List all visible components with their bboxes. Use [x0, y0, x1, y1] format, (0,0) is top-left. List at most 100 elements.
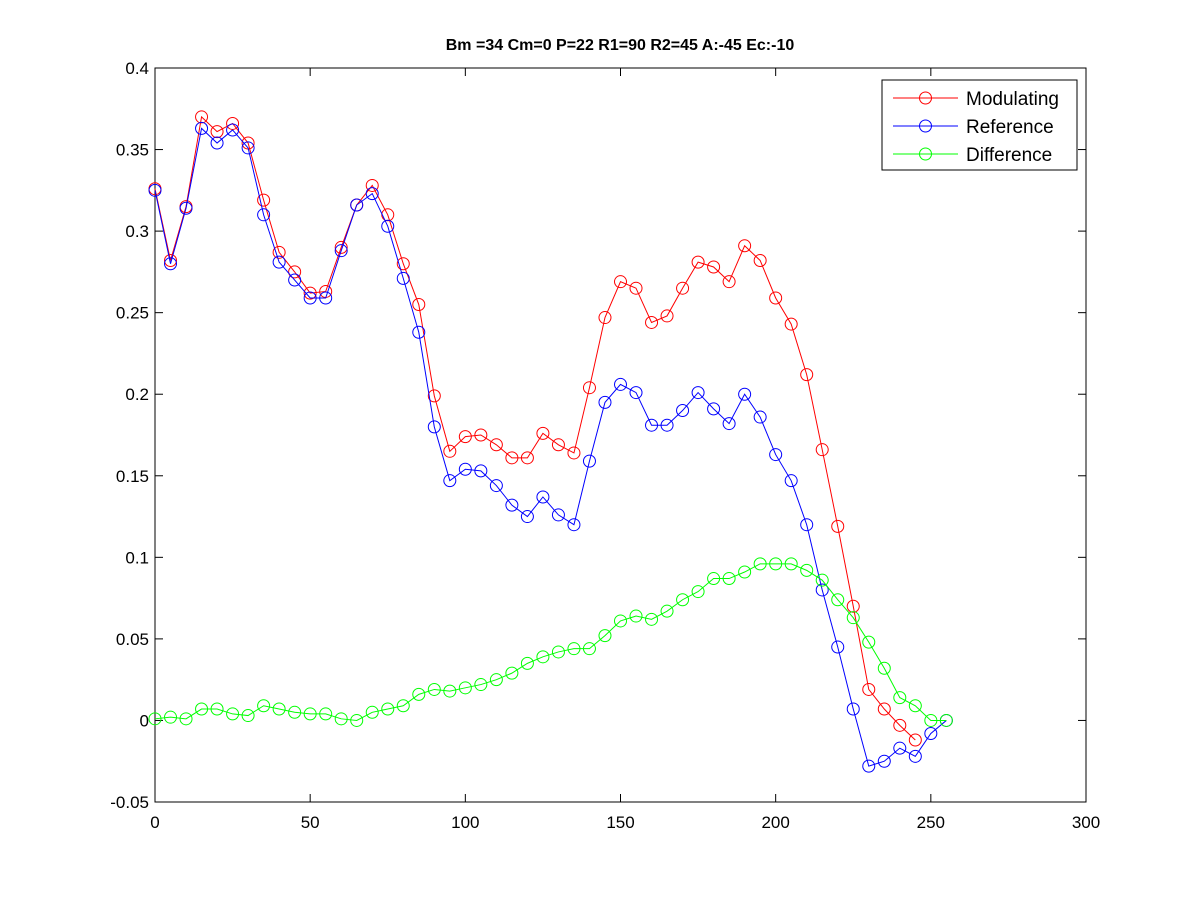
data-point-difference — [582, 642, 596, 656]
data-point-reference — [396, 271, 410, 285]
legend-item-modulating: Modulating — [893, 89, 1059, 110]
series-line-difference — [154, 563, 947, 721]
data-point-difference — [939, 713, 953, 727]
data-point-difference — [629, 609, 643, 623]
data-point-modulating — [862, 682, 876, 696]
data-point-difference — [691, 585, 705, 599]
data-point-reference — [893, 741, 907, 755]
data-point-modulating — [800, 368, 814, 382]
data-point-difference — [660, 604, 674, 618]
data-point-difference — [195, 702, 209, 716]
data-point-modulating — [427, 389, 441, 403]
data-point-difference — [226, 707, 240, 721]
data-point-reference — [738, 387, 752, 401]
data-point-modulating — [722, 275, 736, 289]
data-point-reference — [567, 518, 581, 532]
data-point-difference — [489, 673, 503, 687]
data-point-difference — [908, 699, 922, 713]
legend-marker-modulating — [919, 91, 932, 105]
x-axis: 0 50 100 150 200 250 300 — [150, 68, 1100, 832]
series-modulating — [148, 110, 922, 747]
data-point-modulating — [676, 281, 690, 295]
data-point-reference — [443, 474, 457, 488]
legend-label-modulating: Modulating — [966, 89, 1059, 110]
x-tick-label: 0 — [150, 813, 159, 832]
data-point-difference — [288, 705, 302, 719]
y-tick-label: 0.35 — [116, 141, 149, 160]
series-reference — [148, 121, 953, 773]
y-tick-label: 0.1 — [125, 548, 149, 567]
legend-label-reference: Reference — [966, 117, 1054, 138]
data-point-difference — [381, 702, 395, 716]
y-tick-label: 0.25 — [116, 304, 149, 323]
data-point-reference — [288, 273, 302, 287]
data-point-difference — [753, 557, 767, 571]
data-point-reference — [831, 640, 845, 654]
data-point-difference — [877, 661, 891, 675]
data-point-reference — [427, 420, 441, 434]
data-point-reference — [257, 208, 271, 222]
data-point-modulating — [257, 193, 271, 207]
data-point-difference — [815, 573, 829, 587]
data-point-difference — [676, 593, 690, 607]
data-point-reference — [691, 386, 705, 400]
legend-item-reference: Reference — [893, 117, 1054, 138]
data-point-difference — [164, 710, 178, 724]
data-point-reference — [179, 201, 193, 215]
data-point-modulating — [195, 110, 209, 124]
data-point-reference — [334, 244, 348, 258]
x-tick-label: 50 — [301, 813, 320, 832]
data-point-reference — [614, 377, 627, 391]
data-point-difference — [831, 593, 845, 607]
data-point-difference — [722, 572, 736, 586]
data-point-difference — [551, 645, 565, 659]
data-point-modulating — [831, 519, 845, 533]
y-tick-label: 0 — [140, 711, 149, 730]
data-point-modulating — [210, 125, 224, 139]
data-point-modulating — [629, 281, 643, 295]
data-point-modulating — [691, 255, 705, 269]
data-point-difference — [303, 707, 317, 721]
x-tick-label: 250 — [917, 813, 945, 832]
legend-label-difference: Difference — [966, 145, 1052, 166]
data-point-reference — [676, 404, 690, 418]
y-tick-label: 0.4 — [125, 59, 149, 78]
data-point-difference — [862, 635, 876, 649]
data-point-reference — [489, 479, 503, 493]
data-point-reference — [598, 395, 612, 409]
data-point-difference — [210, 702, 224, 716]
data-point-difference — [148, 712, 162, 726]
data-point-reference — [195, 121, 209, 135]
data-point-modulating — [598, 311, 612, 325]
legend-marker-difference — [919, 147, 932, 161]
data-point-modulating — [458, 430, 472, 444]
y-tick-label: 0.05 — [116, 630, 149, 649]
data-point-difference — [707, 572, 721, 586]
data-point-modulating — [505, 451, 519, 465]
data-point-difference — [505, 666, 519, 680]
data-point-modulating — [908, 733, 922, 747]
data-point-reference — [877, 754, 891, 768]
data-point-modulating — [660, 309, 674, 323]
data-point-difference — [598, 629, 612, 643]
data-point-reference — [924, 726, 938, 740]
data-point-modulating — [536, 426, 550, 440]
data-point-difference — [846, 611, 860, 625]
data-point-modulating — [567, 446, 581, 460]
data-point-difference — [536, 650, 550, 664]
data-point-modulating — [443, 444, 457, 458]
x-tick-label: 150 — [606, 813, 634, 832]
data-point-difference — [474, 678, 488, 692]
data-point-difference — [924, 713, 938, 727]
data-point-reference — [784, 474, 798, 488]
data-point-reference — [148, 183, 162, 197]
data-point-reference — [458, 462, 472, 476]
y-tick-label: 0.3 — [125, 222, 149, 241]
x-tick-label: 200 — [761, 813, 789, 832]
data-point-difference — [319, 707, 333, 721]
data-point-difference — [443, 684, 457, 698]
data-point-reference — [319, 291, 333, 305]
data-point-modulating — [396, 257, 410, 271]
data-point-difference — [241, 709, 255, 723]
